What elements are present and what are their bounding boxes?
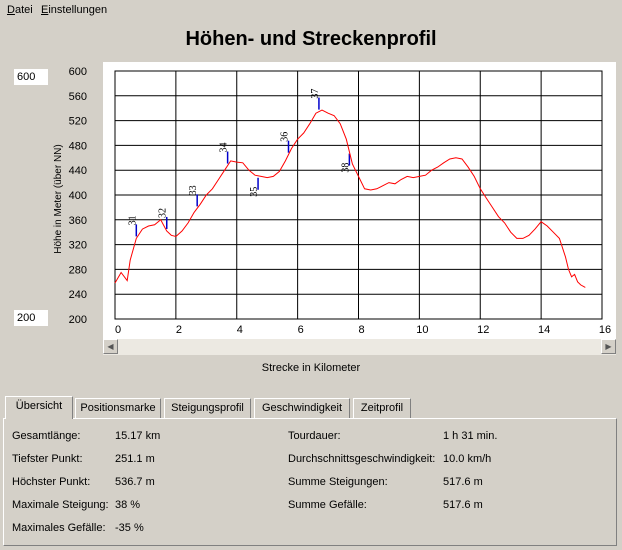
x-tick-label: 10 (416, 324, 428, 336)
elevation-chart[interactable]: 200 240 280 320 360 400 440 480 520 560 600 0 2 4 6 8 1… (0, 0, 622, 340)
position-marker-label: 36 (279, 132, 290, 142)
scroll-right-icon[interactable]: ▶ (601, 339, 616, 354)
y-tick-labels: 200 240 280 320 360 400 440 480 520 560 600 (69, 66, 87, 326)
y-tick-label: 320 (69, 240, 87, 252)
menu-datei-label: atei (14, 4, 33, 16)
position-marker-label: 38 (340, 163, 351, 173)
y-tick-label: 480 (69, 140, 87, 152)
y-tick-label: 600 (69, 66, 87, 78)
position-marker-label: 34 (219, 143, 230, 153)
stat-value-max-gefaelle: -35 % (115, 522, 144, 534)
position-markers: 31 32 33 34 35 36 37 38 (127, 89, 351, 237)
stat-label-hoechster-punkt: Höchster Punkt: (12, 476, 91, 488)
x-tick-label: 4 (237, 324, 243, 336)
stat-value-tiefster-punkt: 251.1 m (115, 453, 155, 465)
y-tick-label: 360 (69, 215, 87, 227)
x-tick-label: 12 (477, 324, 489, 336)
position-marker-label: 33 (188, 185, 199, 195)
stat-label-tiefster-punkt: Tiefster Punkt: (12, 453, 83, 465)
y-max-input[interactable]: 600 (14, 69, 48, 85)
y-tick-label: 280 (69, 264, 87, 276)
stat-label-gesamtlaenge: Gesamtlänge: (12, 430, 81, 442)
stat-value-hoechster-punkt: 536.7 m (115, 476, 155, 488)
tab-zeitprofil[interactable]: Zeitprofil (353, 398, 411, 418)
chart-grid (114, 70, 603, 320)
tab-uebersicht[interactable]: Übersicht (5, 396, 73, 419)
x-axis-label: Strecke in Kilometer (261, 362, 361, 374)
x-tick-label: 0 (115, 324, 121, 336)
menu-einstellungen-accel: E (41, 4, 49, 16)
y-tick-label: 520 (69, 116, 87, 128)
overview-panel: Gesamtlänge: 15.17 km Tiefster Punkt: 25… (3, 418, 617, 546)
tab-geschwindigkeit[interactable]: Geschwindigkeit (254, 398, 350, 418)
chart-horizontal-scrollbar[interactable]: ◀ ▶ (103, 338, 616, 355)
stat-value-gesamtlaenge: 15.17 km (115, 430, 161, 442)
menu-einstellungen[interactable]: Einstellungen (41, 4, 107, 16)
position-marker-label: 35 (249, 187, 260, 197)
stat-value-max-steigung: 38 % (115, 499, 141, 511)
y-tick-label: 240 (69, 289, 87, 301)
scroll-left-icon[interactable]: ◀ (103, 339, 118, 354)
elevation-line (114, 109, 586, 288)
stat-label-durchschnitt: Durchschnittsgeschwindigkeit: (288, 453, 436, 465)
x-tick-label: 6 (298, 324, 304, 336)
y-tick-label: 560 (69, 91, 87, 103)
menu-datei[interactable]: Datei (7, 4, 33, 16)
stat-value-tourdauer: 1 h 31 min. (443, 430, 498, 442)
x-tick-label: 16 (599, 324, 611, 336)
stat-label-tourdauer: Tourdauer: (288, 430, 341, 442)
x-tick-label: 2 (176, 324, 182, 336)
stat-value-durchschnitt: 10.0 km/h (443, 453, 492, 465)
page-title: Höhen- und Streckenprofil (185, 28, 437, 50)
position-marker-label: 31 (127, 215, 138, 225)
x-tick-label: 14 (538, 324, 550, 336)
stat-label-summe-steigungen: Summe Steigungen: (288, 476, 388, 488)
position-marker-label: 32 (158, 208, 169, 218)
tab-positionsmarke[interactable]: Positionsmarke (75, 398, 161, 418)
stat-label-summe-gefaelle: Summe Gefälle: (288, 499, 367, 511)
stat-value-summe-gefaelle: 517.6 m (443, 499, 483, 511)
stat-label-max-steigung: Maximale Steigung: (12, 499, 109, 511)
x-tick-labels: 0 2 4 6 8 10 12 14 16 (115, 324, 611, 336)
y-tick-label: 400 (69, 190, 87, 202)
position-marker-label: 37 (310, 89, 321, 99)
y-min-input[interactable]: 200 (14, 310, 48, 326)
y-tick-label: 440 (69, 165, 87, 177)
y-tick-label: 200 (69, 314, 87, 326)
tab-steigungsprofil[interactable]: Steigungsprofil (164, 398, 251, 418)
menu-einstellungen-label: instellungen (48, 4, 108, 16)
stat-label-max-gefaelle: Maximales Gefälle: (12, 522, 106, 534)
menu-bar: Datei Einstellungen (0, 0, 622, 20)
stat-value-summe-steigungen: 517.6 m (443, 476, 483, 488)
x-tick-label: 8 (358, 324, 364, 336)
menu-datei-accel: D (7, 4, 15, 16)
